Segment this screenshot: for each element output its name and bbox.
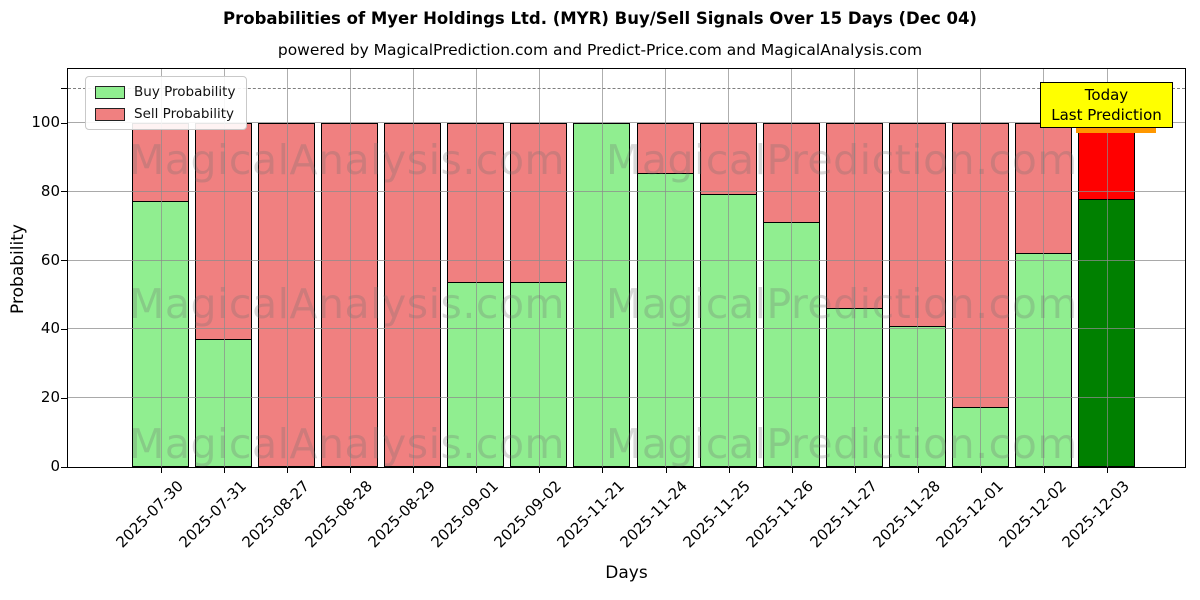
legend-sell-label: Sell Probability: [134, 106, 235, 122]
sell-bar-2025-08-28: [321, 123, 379, 467]
x-tick-mark: [1043, 466, 1045, 473]
x-tick-mark: [665, 466, 667, 473]
x-tick-mark: [224, 466, 226, 473]
x-tick-mark: [728, 466, 730, 473]
sell-bar-2025-12-01: [951, 123, 1009, 409]
y-tick-mark: [61, 397, 67, 399]
today-annotation-line1: Today: [1084, 86, 1129, 104]
y-tick-label: 0: [50, 457, 60, 475]
sell-bar-2025-12-03: [1078, 123, 1135, 201]
sell-bar-2025-11-25: [699, 123, 757, 196]
sell-bar-2025-11-24: [636, 123, 694, 175]
today-annotation-line2: Last Prediction: [1051, 106, 1162, 124]
buy-bar-2025-09-01: [447, 281, 505, 467]
x-tick-label: 2025-11-27: [806, 477, 881, 552]
x-tick-label: 2025-07-30: [112, 477, 187, 552]
today-box-shadow: [1076, 123, 1156, 133]
buy-swatch-icon: [95, 85, 125, 99]
sell-bar-2025-11-27: [825, 123, 883, 309]
x-tick-label: 2025-08-28: [301, 477, 376, 552]
sell-bar-2025-11-26: [762, 123, 820, 223]
legend-item-buy: Buy Probability: [95, 84, 235, 100]
x-tick-label: 2025-07-31: [175, 477, 250, 552]
sell-bar-2025-09-02: [510, 123, 568, 283]
x-tick-mark: [350, 466, 352, 473]
chart-subtitle: powered by MagicalPrediction.com and Pre…: [277, 41, 923, 59]
x-tick-mark: [602, 466, 604, 473]
y-tick-mark: [61, 122, 67, 124]
buy-bar-2025-12-02: [1014, 252, 1072, 467]
sell-bar-2025-08-27: [258, 123, 316, 467]
y-tick-mark: [61, 328, 67, 330]
y-tick-label: 20: [40, 388, 60, 407]
legend: Buy Probability Sell Probability: [85, 76, 248, 130]
buy-bar-2025-09-02: [510, 281, 568, 467]
x-tick-mark: [539, 466, 541, 473]
sell-bar-2025-07-30: [132, 123, 189, 202]
buy-bar-2025-11-27: [825, 307, 883, 467]
buy-bar-2025-12-03: [1078, 198, 1135, 467]
x-tick-label: 2025-11-21: [553, 477, 629, 552]
x-tick-label: 2025-12-02: [995, 477, 1070, 552]
x-tick-mark: [476, 466, 478, 473]
y-tick-mark: [61, 260, 67, 262]
x-tick-label: 2025-09-01: [427, 477, 503, 552]
y-tick-label: 100: [31, 113, 60, 131]
x-tick-mark: [161, 466, 162, 473]
today-annotation: Today Last Prediction: [1040, 82, 1173, 128]
x-tick-mark: [1107, 466, 1108, 473]
buy-bar-2025-07-31: [195, 338, 253, 467]
buy-bar-2025-11-26: [762, 221, 820, 467]
x-tick-label: 2025-08-29: [364, 477, 440, 552]
sell-swatch-icon: [95, 107, 125, 121]
sell-bar-2025-08-29: [384, 123, 442, 467]
y-tick-mark: [61, 88, 67, 90]
x-tick-label: 2025-11-26: [743, 477, 818, 552]
x-tick-label: 2025-12-03: [1058, 477, 1133, 552]
sell-bar-2025-09-01: [447, 123, 505, 283]
chart-title: Probabilities of Myer Holdings Ltd. (MYR…: [223, 9, 977, 28]
y-tick-label: 80: [40, 181, 60, 200]
buy-bar-2025-12-01: [951, 406, 1009, 467]
x-axis-label: Days: [605, 563, 648, 583]
buy-bar-2025-11-24: [636, 172, 694, 467]
legend-item-sell: Sell Probability: [95, 106, 235, 122]
x-tick-mark: [287, 466, 289, 473]
x-tick-mark: [980, 466, 982, 473]
x-tick-mark: [854, 466, 856, 473]
legend-buy-label: Buy Probability: [134, 84, 236, 100]
y-tick-label: 60: [40, 250, 60, 269]
x-tick-mark: [413, 466, 415, 473]
sell-bar-2025-07-31: [195, 123, 253, 340]
x-tick-label: 2025-12-01: [932, 477, 1007, 552]
buy-bar-2025-11-28: [888, 325, 946, 467]
y-tick-mark: [61, 191, 67, 193]
buy-bar-2025-11-25: [699, 193, 757, 467]
x-tick-label: 2025-08-27: [238, 477, 313, 552]
sell-bar-2025-11-28: [888, 123, 946, 328]
x-tick-mark: [917, 466, 919, 473]
x-tick-mark: [791, 466, 793, 473]
x-tick-label: 2025-09-02: [490, 477, 566, 552]
buy-bar-2025-07-30: [132, 200, 189, 467]
y-tick-label: 40: [40, 319, 60, 338]
sell-bar-2025-12-02: [1014, 123, 1072, 254]
buy-bar-2025-11-21: [573, 123, 631, 467]
y-tick-mark: [61, 466, 67, 468]
